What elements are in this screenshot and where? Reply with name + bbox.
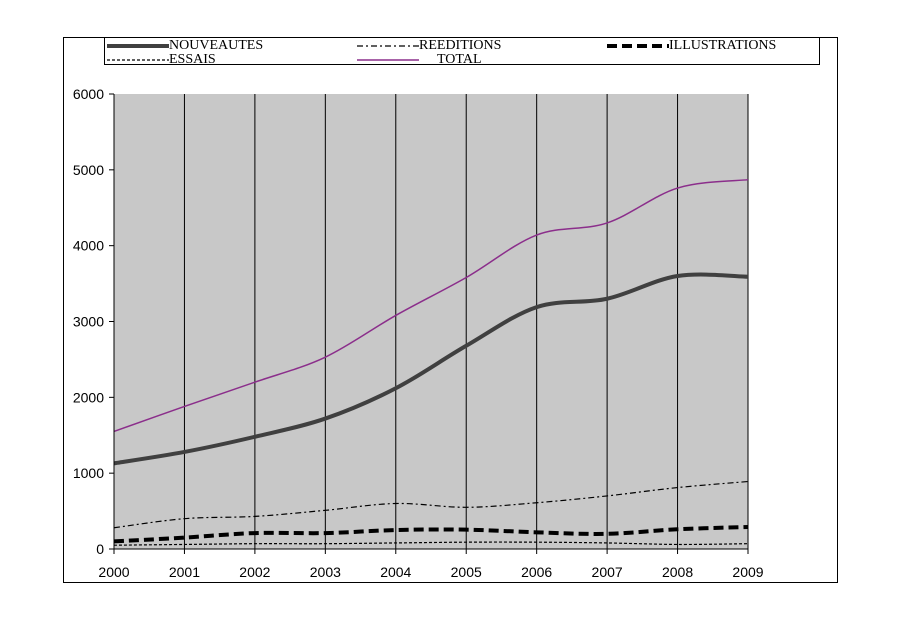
- legend-label-reeditions: REEDITIONS: [419, 38, 502, 53]
- y-tick-label: 3000: [73, 314, 104, 330]
- legend-label-total: TOTAL: [437, 52, 482, 67]
- legend-item-illustrations: ILLUSTRATIONS: [607, 39, 776, 53]
- x-tick-label: 2009: [732, 564, 763, 580]
- x-tick-label: 2007: [592, 564, 623, 580]
- x-tick-label: 2006: [521, 564, 552, 580]
- legend-swatch-total: [357, 59, 419, 61]
- legend-label-nouveautes: NOUVEAUTES: [169, 38, 264, 53]
- x-axis-ticks: 2000 2001 2002 2003 2004 2005 2006 2007 2008 2009: [98, 549, 764, 580]
- legend-swatch-reeditions: [357, 45, 419, 47]
- legend-swatch-essais: [107, 59, 169, 61]
- x-tick-label: 2008: [662, 564, 693, 580]
- x-tick-label: 2004: [380, 564, 411, 580]
- legend-swatch-illustrations: [607, 44, 669, 48]
- x-tick-label: 2003: [310, 564, 341, 580]
- series-lines: [113, 178, 749, 546]
- y-tick-label: 0: [96, 541, 104, 557]
- legend-item-reeditions: REEDITIONS: [357, 39, 501, 53]
- legend-item-nouveautes: NOUVEAUTES: [107, 39, 263, 53]
- series-line-reeditions: [113, 480, 749, 529]
- y-tick-label: 1000: [73, 465, 104, 481]
- y-tick-label: 4000: [73, 238, 104, 254]
- vertical-gridlines: [183, 94, 749, 549]
- legend-item-total: TOTAL: [357, 53, 482, 67]
- y-tick-label: 2000: [73, 389, 104, 405]
- x-tick-label: 2005: [451, 564, 482, 580]
- series-line-total: [113, 178, 749, 433]
- series-line-illustrations: [113, 525, 749, 544]
- y-tick-label: 6000: [73, 86, 104, 102]
- legend: NOUVEAUTES REEDITIONS ILLUSTRATIONS ESSA…: [104, 37, 820, 67]
- legend-item-essais: ESSAIS: [107, 53, 216, 67]
- x-tick-label: 2002: [239, 564, 270, 580]
- plot-area: [114, 94, 748, 549]
- x-tick-label: 2001: [169, 564, 200, 580]
- legend-label-illustrations: ILLUSTRATIONS: [669, 38, 777, 53]
- y-axis-ticks: 0 1000 2000 3000 4000 5000 6000: [73, 86, 114, 557]
- series-line-nouveautes: [113, 272, 749, 466]
- series-line-essais: [113, 541, 749, 546]
- x-tick-label: 2000: [98, 564, 129, 580]
- y-tick-label: 5000: [73, 162, 104, 178]
- legend-swatch-nouveautes: [107, 44, 169, 48]
- legend-label-essais: ESSAIS: [169, 52, 216, 67]
